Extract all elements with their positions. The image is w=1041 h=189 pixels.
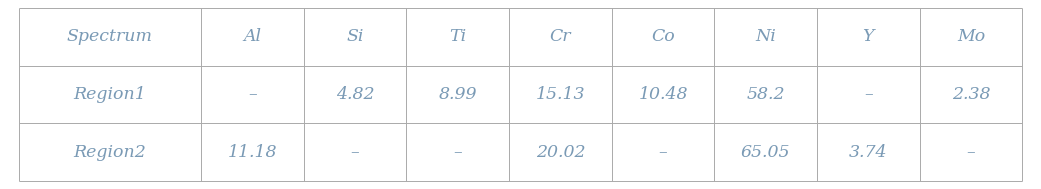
Text: 10.48: 10.48 [638, 86, 688, 103]
Text: Co: Co [652, 28, 675, 45]
Text: Cr: Cr [550, 28, 572, 45]
Text: 3.74: 3.74 [849, 144, 888, 161]
Text: 58.2: 58.2 [746, 86, 785, 103]
Text: –: – [659, 144, 667, 161]
Text: 8.99: 8.99 [438, 86, 477, 103]
Text: Region2: Region2 [74, 144, 147, 161]
Text: –: – [248, 86, 257, 103]
Text: 2.38: 2.38 [951, 86, 990, 103]
Text: Si: Si [347, 28, 364, 45]
Text: 20.02: 20.02 [536, 144, 585, 161]
Text: Mo: Mo [957, 28, 985, 45]
Text: –: – [454, 144, 462, 161]
Text: –: – [864, 86, 872, 103]
Text: –: – [351, 144, 359, 161]
Text: 15.13: 15.13 [536, 86, 585, 103]
Text: 11.18: 11.18 [228, 144, 277, 161]
Text: Region1: Region1 [74, 86, 147, 103]
Text: 65.05: 65.05 [741, 144, 790, 161]
Text: –: – [967, 144, 975, 161]
Text: Y: Y [863, 28, 874, 45]
Text: Ni: Ni [756, 28, 776, 45]
Text: 4.82: 4.82 [336, 86, 375, 103]
Text: Ti: Ti [450, 28, 466, 45]
Text: Spectrum: Spectrum [67, 28, 153, 45]
Text: Al: Al [244, 28, 261, 45]
